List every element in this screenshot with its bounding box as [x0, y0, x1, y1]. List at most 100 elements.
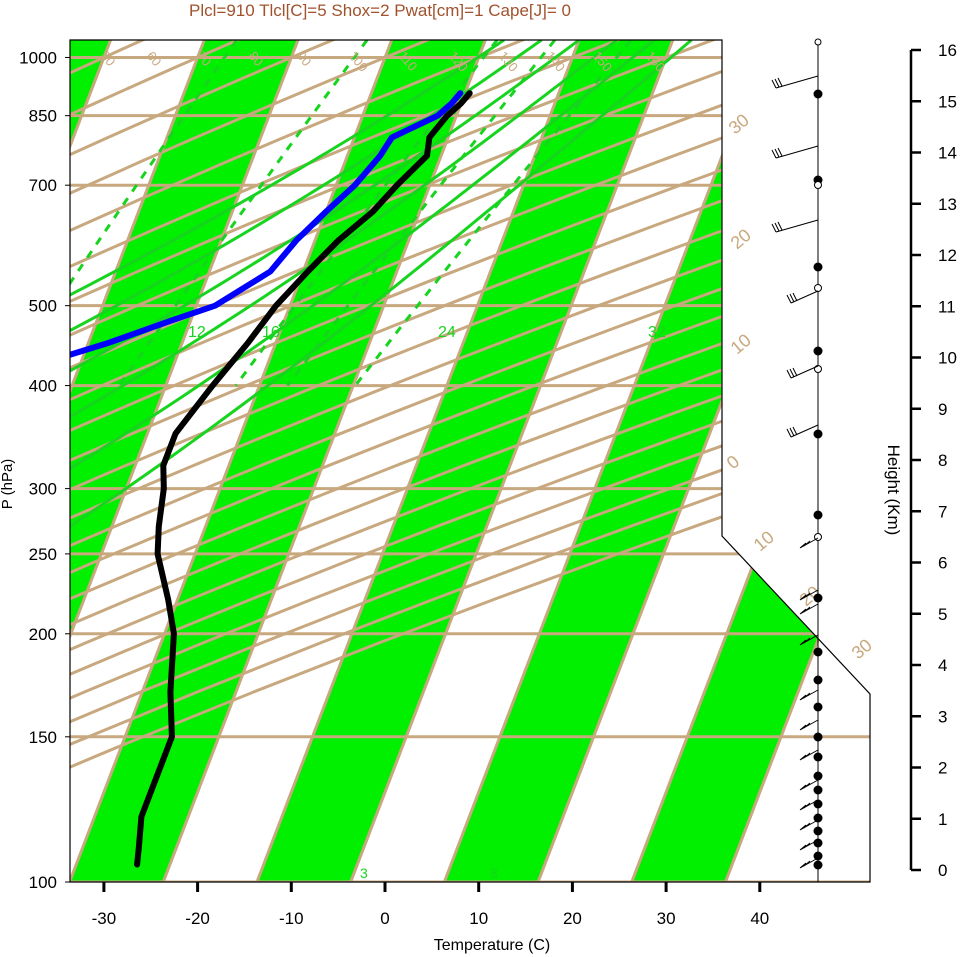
dry-adiabat [70, 40, 870, 882]
wind-dot [813, 346, 823, 356]
mixing-ratio-line [70, 40, 238, 387]
isotherm-band [249, 40, 680, 882]
height-tick-label: 7 [938, 502, 947, 521]
moist-adiabat [70, 40, 543, 556]
height-axis-label: Height (Km) [884, 445, 903, 536]
wind-dot [813, 510, 823, 520]
moist-adiabat-label: 24 [438, 324, 456, 341]
wind-dot [813, 262, 823, 272]
wind-barb [799, 857, 819, 869]
x-axis-label: Temperature (C) [434, 937, 550, 954]
height-tick-label: 10 [938, 349, 957, 368]
dry-adiabat [70, 40, 566, 882]
isotherm-line [342, 40, 681, 882]
height-tick-label: 13 [938, 195, 957, 214]
wind-marker [814, 181, 822, 189]
dry-adiabat [70, 40, 870, 882]
height-tick-label: 3 [938, 707, 947, 726]
mixing-ratio-lines [70, 40, 633, 387]
pressure-tick-label: 300 [29, 480, 57, 499]
wind-dot [813, 813, 823, 823]
pressure-tick-label: 1000 [19, 48, 57, 67]
temperature-axis: -30 -20 -10 0 10 20 30 40 [92, 882, 769, 928]
pressure-tick-label: 200 [29, 625, 57, 644]
height-tick-label: 15 [938, 92, 957, 111]
wind-barb [799, 589, 819, 601]
temperature-line [134, 90, 473, 868]
wind-dot [813, 675, 823, 685]
wind-barb [799, 603, 819, 615]
moist-adiabat [70, 40, 655, 556]
pressure-tick-label: 850 [29, 107, 57, 126]
temperature-tick-label: -20 [185, 909, 210, 928]
temperature-tick-label: 40 [750, 909, 769, 928]
wind-profile [771, 38, 823, 882]
height-tick-label: 2 [938, 759, 947, 778]
wind-barb [786, 365, 819, 379]
dry-adiabat [70, 40, 870, 882]
wind-barb [799, 719, 819, 731]
mixing-ratio-line [117, 40, 369, 387]
dry-adiabat [70, 40, 374, 882]
wind-barb [771, 219, 819, 233]
wind-marker [814, 284, 822, 292]
isotherm-band [70, 40, 305, 882]
moist-adiabat [70, 40, 618, 556]
dry-adiabat [70, 40, 277, 882]
wind-dot [813, 702, 823, 712]
isotherm-label: 20 [727, 225, 755, 253]
wind-barb [799, 799, 819, 811]
dry-adiabat [70, 40, 870, 882]
height-tick-label: 5 [938, 605, 947, 624]
wind-dot [813, 647, 823, 657]
mixing-ratio-line [234, 40, 499, 387]
isotherm-label: 30 [725, 110, 753, 138]
temperature-tick-label: -10 [279, 909, 304, 928]
moist-adiabat [70, 40, 505, 556]
isotherm-line [248, 40, 587, 882]
dry-adiabat [70, 40, 870, 882]
wind-marker [814, 38, 822, 46]
wind-barb [799, 537, 819, 549]
dry-adiabat-label: 90 [294, 48, 315, 69]
height-tick-label: 9 [938, 400, 947, 419]
moist-adiabat [70, 40, 693, 556]
temperature-tick-label: 30 [657, 909, 676, 928]
temperature-tick-label: -30 [92, 909, 117, 928]
wind-barb [786, 424, 819, 438]
isotherm-bands [70, 40, 870, 882]
pressure-tick-label: 400 [29, 377, 57, 396]
height-tick-label: 11 [938, 297, 956, 316]
moist-adiabat-label: 32 [648, 324, 666, 341]
y-axis-label: P (hPa) [0, 459, 16, 510]
moist-adiabats [70, 40, 693, 556]
wind-barb [799, 749, 819, 761]
wind-dot [813, 860, 823, 870]
dry-adiabat [70, 40, 870, 882]
wind-barb [799, 819, 819, 831]
wind-dot [813, 752, 823, 762]
moist-adiabat-label: 12 [188, 324, 206, 341]
wind-barb [771, 145, 819, 159]
height-tick-label: 4 [938, 656, 947, 675]
wind-dot [813, 785, 823, 795]
mixing-ratio-line [354, 40, 633, 387]
height-tick-label: 16 [938, 41, 957, 60]
pressure-tick-label: 250 [29, 545, 57, 564]
wind-dot [813, 826, 823, 836]
height-tick-label: 0 [938, 861, 947, 880]
isotherm-label: 10 [750, 527, 778, 555]
wind-dot [813, 838, 823, 848]
height-tick-label: 8 [938, 451, 947, 470]
pressure-tick-label: 150 [29, 728, 57, 747]
plot-clip-group [70, 40, 870, 882]
height-tick-label: 1 [938, 810, 947, 829]
mixing-ratio-label: 8 [490, 865, 498, 881]
dry-adiabat [70, 40, 870, 882]
wind-dot [813, 89, 823, 99]
isotherm-label: 0 [723, 451, 744, 473]
dry-adiabat [70, 40, 662, 882]
